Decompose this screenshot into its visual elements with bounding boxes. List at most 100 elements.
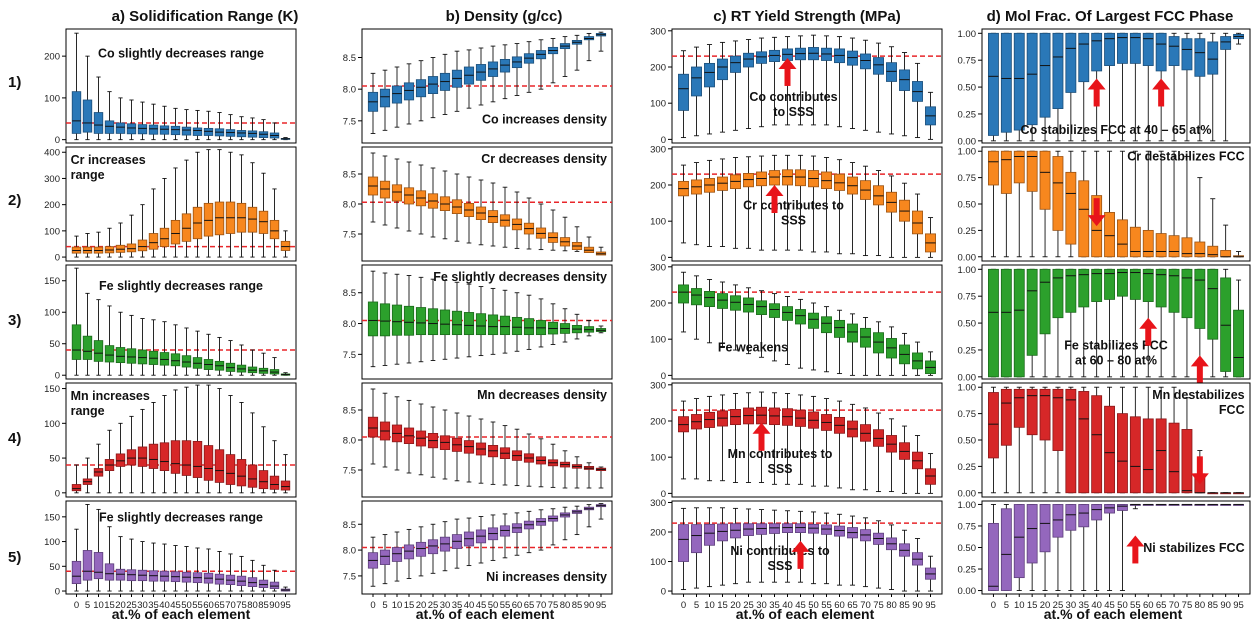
box-45 [1104,503,1115,592]
box-body [1104,405,1115,494]
box-85 [1207,198,1219,258]
panel-frame [361,264,613,380]
box-15 [403,63,415,125]
box-90 [269,188,280,258]
box-body [1013,388,1025,428]
box-85 [258,426,269,494]
box-55 [499,44,511,100]
box-10 [704,395,715,482]
box-20 [1039,268,1051,378]
box-95 [925,217,936,258]
box-90 [583,236,595,253]
box-70 [535,298,547,348]
box-10 [1013,32,1025,142]
y-tick-label: 200 [650,181,666,192]
x-tick-label: 95 [596,600,607,611]
y-tick-label: 0.75 [958,173,977,184]
annotation-text: Cr contributes to [743,199,844,213]
box-90 [1220,224,1232,258]
box-body [1129,226,1141,258]
box-body [1013,504,1025,579]
box-50 [808,155,819,253]
box-body [269,581,280,589]
box-0 [678,400,689,480]
box-body [743,523,754,536]
panel-frame [671,146,943,262]
box-body [912,210,923,235]
box-body [236,130,247,138]
x-tick-label: 60 [512,600,523,611]
box-body [214,449,225,483]
box-45 [170,324,181,376]
y-tick-label: 8.0 [343,546,356,557]
box-55 [821,157,832,253]
box-85 [258,564,269,592]
box-55 [499,289,511,354]
red-arrow-head [791,540,810,552]
box-body [860,53,871,70]
box-0 [678,271,689,333]
box-body [743,297,754,313]
box-35 [1078,386,1090,494]
box-body [886,62,897,82]
box-body [379,88,391,108]
y-tick-label: 8.0 [343,436,356,447]
box-30 [439,409,451,480]
x-tick-label: 75 [548,600,559,611]
box-65 [214,112,225,141]
annotation-text: Cr decreases density [481,152,607,166]
box-body [1155,418,1167,494]
box-90 [583,504,595,528]
y-tick-label: 7.5 [343,466,356,477]
box-body [756,300,767,315]
box-70 [225,395,236,494]
box-35 [451,173,463,242]
box-95 [925,91,936,140]
box-body [1065,504,1077,531]
box-body [1078,391,1090,494]
box-0 [71,464,82,494]
box-body [1104,504,1115,514]
box-body [379,180,391,199]
y-tick-label: 0.00 [958,488,977,499]
box-body [1233,309,1244,378]
column-title-c: c) RT Yield Strength (MPa) [713,8,901,25]
x-tick-label: 60 [1143,600,1154,611]
box-body [1155,32,1167,72]
box-75 [547,209,559,251]
box-10 [391,531,403,582]
box-0 [367,536,379,587]
x-tick-label: 50 [488,600,499,611]
box-70 [225,553,236,592]
box-body [487,314,499,336]
y-tick-label: 50 [49,339,60,350]
red-arrow [771,194,778,213]
box-85 [1207,268,1219,378]
red-arrow [1196,364,1203,384]
box-60 [1142,503,1154,506]
box-90 [269,357,280,376]
y-tick-label: 0.75 [958,409,977,420]
y-tick-label: 150 [44,384,60,395]
box-body [1026,150,1038,192]
box-body [1078,180,1090,258]
box-body [203,127,214,136]
box-70 [225,114,236,141]
box-95 [595,246,607,256]
x-tick-label: 65 [524,600,535,611]
box-55 [192,547,203,592]
box-35 [148,319,159,376]
box-75 [1181,268,1193,378]
panel-frame [65,500,297,595]
x-tick-label: 30 [137,600,148,611]
box-10 [391,273,403,365]
y-tick-label: 0.50 [958,83,977,94]
box-75 [236,116,247,141]
x-tick-label: 25 [743,600,754,611]
box-40 [463,283,475,358]
box-85 [258,352,269,376]
box-65 [847,515,858,586]
box-body [782,523,793,533]
annotation-text: to SSS [773,105,813,119]
